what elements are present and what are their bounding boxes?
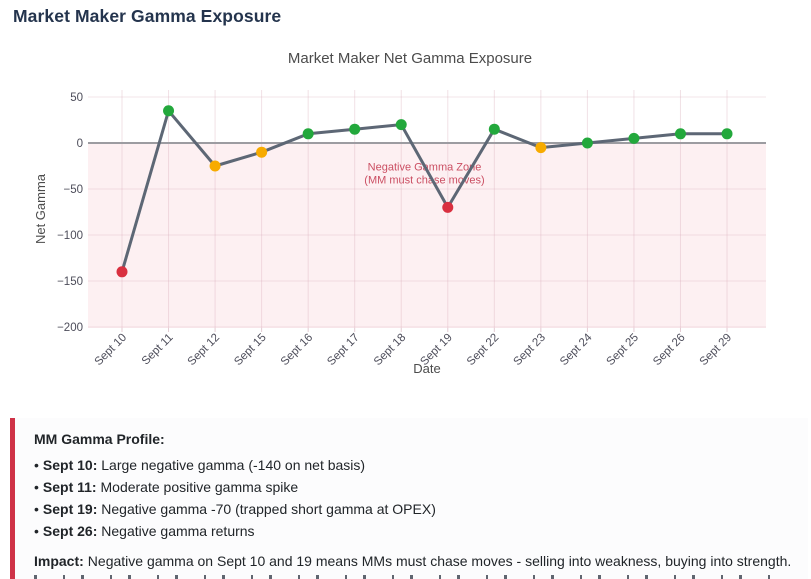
data-point[interactable]: [302, 128, 314, 140]
gamma-exposure-chart: Market Maker Net Gamma Exposure 50 0 −50 −1…: [0, 42, 811, 412]
x-tick-label: Sept 11: [140, 332, 176, 368]
profile-bullet-list: • Sept 10: Large negative gamma (-140 on …: [34, 454, 796, 542]
x-tick-label: Sept 18: [372, 332, 409, 369]
x-axis-title: Date: [413, 361, 440, 376]
data-point[interactable]: [116, 266, 128, 278]
info-box: MM Gamma Profile: • Sept 10: Large negati…: [10, 418, 808, 579]
x-tick-label: Sept 17: [325, 332, 362, 369]
gamma-line: [120, 109, 729, 274]
x-tick-label: Sept 12: [186, 332, 223, 369]
y-tick-label: 50: [70, 92, 83, 104]
chart-title: Market Maker Net Gamma Exposure: [287, 50, 533, 67]
x-tick-label: Sept 23: [511, 332, 548, 369]
data-point[interactable]: [163, 105, 175, 117]
data-point[interactable]: [442, 201, 454, 213]
page-title: Market Maker Gamma Exposure: [13, 6, 282, 26]
impact-label: Impact:: [34, 553, 84, 569]
y-tick-label: −100: [57, 230, 83, 242]
y-tick-label: −150: [57, 276, 83, 288]
impact-text: Negative gamma on Sept 10 and 19 means M…: [87, 553, 792, 569]
data-point[interactable]: [674, 128, 686, 140]
data-point[interactable]: [395, 119, 407, 131]
data-point[interactable]: [488, 123, 500, 135]
profile-bullet: • Sept 11: Moderate positive gamma spike: [34, 479, 299, 495]
x-tick-label: Sept 26: [651, 332, 688, 369]
data-point[interactable]: [349, 123, 361, 135]
profile-bullet: • Sept 10: Large negative gamma (-140 on …: [34, 457, 366, 473]
profile-bullet: • Sept 26: Negative gamma returns: [34, 523, 255, 539]
data-point[interactable]: [535, 142, 547, 154]
negative-gamma-zone: [88, 143, 766, 328]
y-tick-label: −50: [63, 184, 83, 196]
y-tick-label: 0: [77, 138, 83, 150]
x-tick-label: Sept 10: [93, 332, 130, 369]
y-axis-title: Net Gamma: [33, 173, 48, 244]
data-point[interactable]: [581, 137, 593, 149]
data-point[interactable]: [628, 132, 640, 144]
x-tick-label: Sept 22: [465, 332, 502, 369]
data-point[interactable]: [721, 128, 733, 140]
profile-bullet: • Sept 19: Negative gamma -70 (trapped sh…: [34, 501, 436, 517]
data-point[interactable]: [256, 146, 268, 158]
x-tick-label: Sept 15: [232, 332, 269, 369]
y-tick-label: −200: [57, 322, 83, 334]
x-tick-label: Sept 24: [558, 331, 595, 368]
x-tick-label: Sept 16: [279, 332, 316, 369]
data-point[interactable]: [209, 160, 221, 172]
info-box-heading: MM Gamma Profile:: [34, 431, 165, 447]
impact-line: Impact: Negative gamma on Sept 10 and 19 …: [34, 552, 796, 570]
x-tick-label: Sept 25: [605, 332, 642, 369]
x-tick-label: Sept 29: [698, 332, 735, 369]
annotation-line2: (MM must chase moves): [364, 174, 484, 186]
clipped-text-tops: [34, 575, 781, 579]
